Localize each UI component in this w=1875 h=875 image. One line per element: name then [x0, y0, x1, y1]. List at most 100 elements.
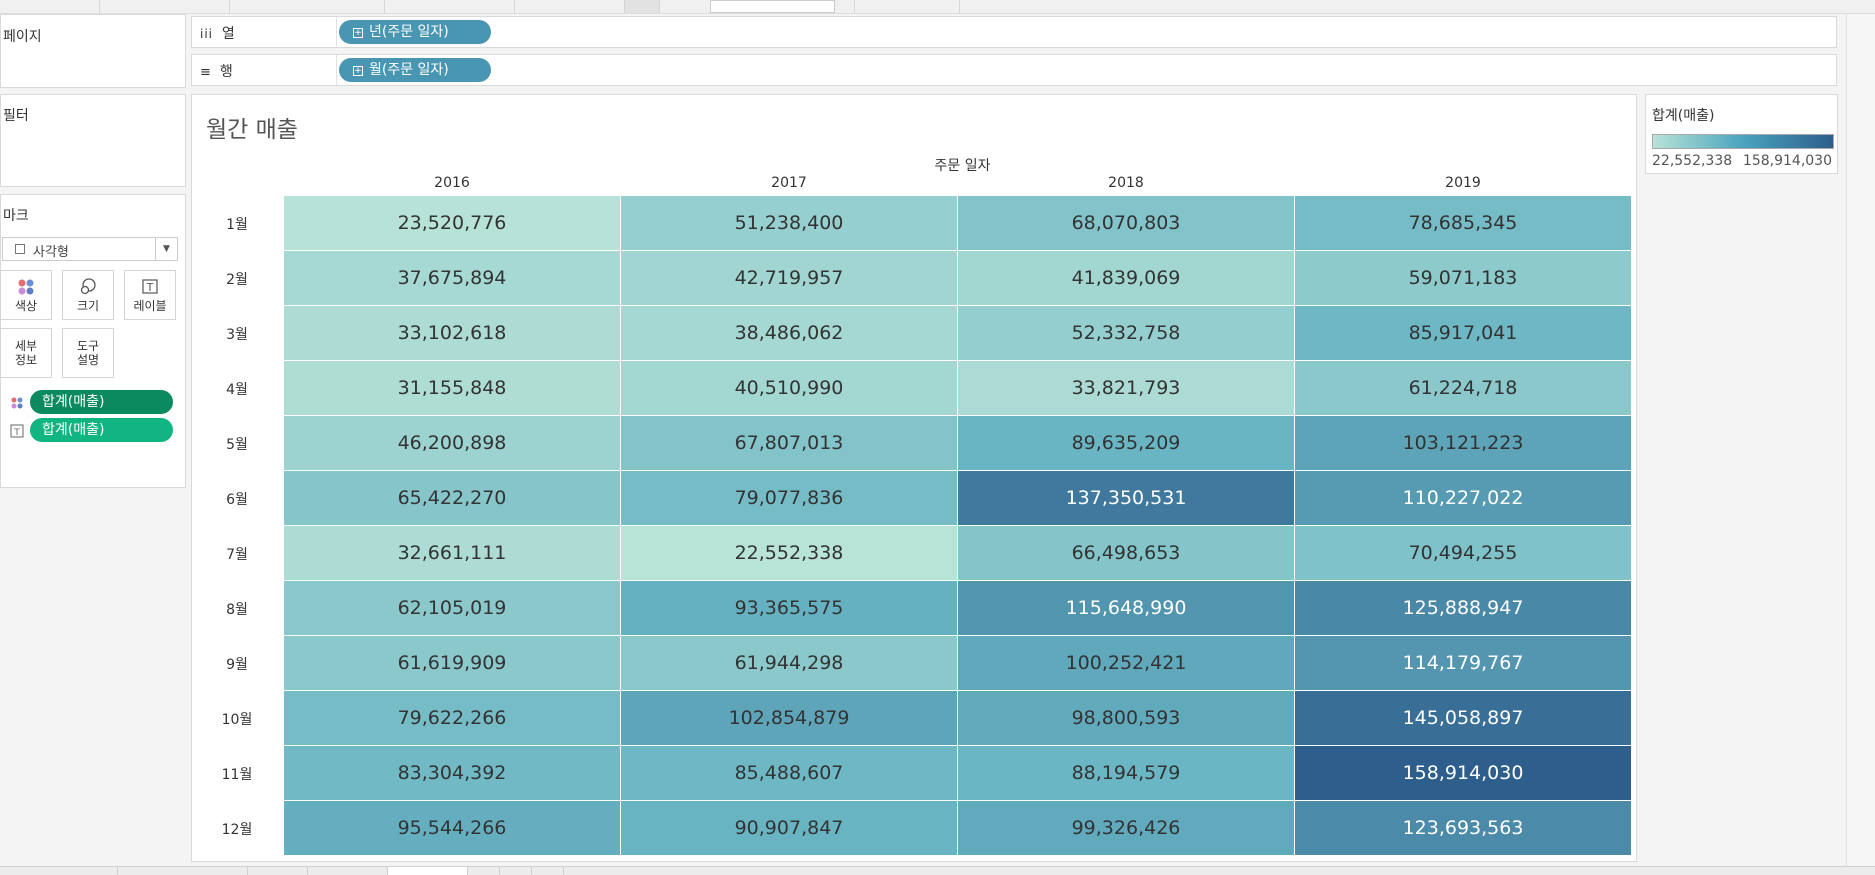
marks-label-button[interactable]: T 레이블 — [124, 270, 176, 320]
heatmap-cell[interactable]: 38,486,062 — [621, 306, 957, 360]
new-story-button[interactable] — [532, 867, 564, 875]
row-header-month[interactable]: 2월 — [226, 272, 248, 288]
heatmap-cell[interactable]: 41,839,069 — [958, 251, 1294, 305]
heatmap-cell[interactable]: 65,422,270 — [284, 471, 620, 525]
heatmap-cell[interactable]: 79,077,836 — [621, 471, 957, 525]
heatmap-cell[interactable]: 68,070,803 — [958, 196, 1294, 250]
heatmap-cell[interactable]: 115,648,990 — [958, 581, 1294, 635]
toolbar-segment[interactable] — [625, 0, 660, 13]
month-order-date-pill[interactable]: + 월(주문 일자) — [339, 58, 491, 82]
heatmap-cell[interactable]: 33,821,793 — [958, 361, 1294, 415]
heatmap-cell[interactable]: 137,350,531 — [958, 471, 1294, 525]
new-sheet-button[interactable] — [468, 867, 500, 875]
toolbar-segment[interactable] — [855, 0, 960, 13]
toolbar-dropdown-caret[interactable] — [835, 0, 855, 13]
sheet-tab[interactable] — [118, 867, 248, 875]
toolbar-segment[interactable] — [385, 0, 515, 13]
heatmap-cell[interactable]: 95,544,266 — [284, 801, 620, 855]
heatmap-cell[interactable]: 125,888,947 — [1295, 581, 1631, 635]
sheet-tab-active[interactable] — [388, 867, 468, 875]
heatmap-cell[interactable]: 62,105,019 — [284, 581, 620, 635]
column-header-2019[interactable]: 2019 — [1445, 175, 1481, 191]
heatmap-cell[interactable]: 158,914,030 — [1295, 746, 1631, 800]
marks-tooltip-button[interactable]: 도구 설명 — [62, 328, 114, 378]
column-header-2017[interactable]: 2017 — [771, 175, 807, 191]
heatmap-cell[interactable]: 31,155,848 — [284, 361, 620, 415]
row-header-month[interactable]: 12월 — [221, 822, 253, 838]
chevron-down-icon[interactable]: ▼ — [155, 238, 177, 260]
heatmap-cell[interactable]: 103,121,223 — [1295, 416, 1631, 470]
heatmap-cell[interactable]: 61,944,298 — [621, 636, 957, 690]
heatmap-cell[interactable]: 85,917,041 — [1295, 306, 1631, 360]
column-header-2016[interactable]: 2016 — [434, 175, 470, 191]
heatmap-cell[interactable]: 51,238,400 — [621, 196, 957, 250]
heatmap-cell[interactable]: 98,800,593 — [958, 691, 1294, 745]
heatmap-cell[interactable]: 93,365,575 — [621, 581, 957, 635]
heatmap-cell[interactable]: 61,224,718 — [1295, 361, 1631, 415]
heatmap-cell[interactable]: 89,635,209 — [958, 416, 1294, 470]
columns-shelf[interactable]: iii 열 + 년(주문 일자) — [191, 16, 1837, 48]
expand-plus-icon[interactable]: + — [353, 66, 363, 76]
heatmap-cell[interactable]: 100,252,421 — [958, 636, 1294, 690]
heatmap-cell[interactable]: 67,807,013 — [621, 416, 957, 470]
label-field-pill[interactable]: 합계(매출) — [30, 418, 173, 442]
heatmap-cell[interactable]: 32,661,111 — [284, 526, 620, 580]
row-header-month[interactable]: 11월 — [221, 767, 253, 783]
toolbar-segment[interactable] — [230, 0, 385, 13]
heatmap-cell[interactable]: 61,619,909 — [284, 636, 620, 690]
row-header-month[interactable]: 6월 — [226, 492, 248, 508]
heatmap-cell[interactable]: 110,227,022 — [1295, 471, 1631, 525]
heatmap-cell[interactable]: 88,194,579 — [958, 746, 1294, 800]
heatmap-cell[interactable]: 66,498,653 — [958, 526, 1294, 580]
row-header-month[interactable]: 7월 — [226, 547, 248, 563]
heatmap-cell[interactable]: 70,494,255 — [1295, 526, 1631, 580]
year-order-date-pill[interactable]: + 년(주문 일자) — [339, 20, 491, 44]
mark-type-select[interactable]: 사각형 ▼ — [2, 237, 178, 261]
heatmap-cell[interactable]: 79,622,266 — [284, 691, 620, 745]
heatmap-cell[interactable]: 59,071,183 — [1295, 251, 1631, 305]
toolbar-dropdown[interactable] — [710, 0, 835, 13]
sheet-tab[interactable] — [248, 867, 308, 875]
heatmap-cell[interactable]: 22,552,338 — [621, 526, 957, 580]
column-header-2018[interactable]: 2018 — [1108, 175, 1144, 191]
pages-card[interactable]: 페이지 — [0, 14, 186, 88]
heatmap-cell[interactable]: 46,200,898 — [284, 416, 620, 470]
marks-detail-button[interactable]: 세부 정보 — [0, 328, 52, 378]
heatmap-cell[interactable]: 102,854,879 — [621, 691, 957, 745]
heatmap-cell[interactable]: 85,488,607 — [621, 746, 957, 800]
heatmap-cell[interactable]: 90,907,847 — [621, 801, 957, 855]
sheet-tab[interactable] — [0, 867, 118, 875]
heatmap-cell[interactable]: 33,102,618 — [284, 306, 620, 360]
color-legend[interactable]: 합계(매출) 22,552,338 158,914,030 — [1645, 94, 1838, 174]
filters-card[interactable]: 필터 — [0, 94, 186, 187]
marks-color-button[interactable]: 색상 — [0, 270, 52, 320]
row-header-month[interactable]: 5월 — [226, 437, 248, 453]
new-dashboard-button[interactable] — [500, 867, 532, 875]
color-field-pill[interactable]: 합계(매출) — [30, 390, 173, 414]
toolbar-segment[interactable] — [515, 0, 625, 13]
heatmap-cell[interactable]: 114,179,767 — [1295, 636, 1631, 690]
row-header-month[interactable]: 8월 — [226, 602, 248, 618]
row-header-month[interactable]: 9월 — [226, 657, 248, 673]
row-header-month[interactable]: 10월 — [221, 712, 253, 728]
sheet-tab[interactable] — [308, 867, 388, 875]
heatmap-cell[interactable]: 78,685,345 — [1295, 196, 1631, 250]
heatmap-cell[interactable]: 52,332,758 — [958, 306, 1294, 360]
marks-size-button[interactable]: 크기 — [62, 270, 114, 320]
rows-shelf[interactable]: ≡ 행 + 월(주문 일자) — [191, 54, 1837, 86]
heatmap-cell[interactable]: 40,510,990 — [621, 361, 957, 415]
row-header-month[interactable]: 1월 — [226, 217, 248, 233]
expand-plus-icon[interactable]: + — [353, 28, 363, 38]
row-header-month[interactable]: 3월 — [226, 327, 248, 343]
toolbar-segment[interactable] — [0, 0, 100, 13]
heatmap-cell[interactable]: 23,520,776 — [284, 196, 620, 250]
vertical-scrollbar[interactable] — [1846, 14, 1875, 866]
heatmap-cell[interactable]: 99,326,426 — [958, 801, 1294, 855]
toolbar-segment[interactable] — [100, 0, 230, 13]
heatmap-cell[interactable]: 83,304,392 — [284, 746, 620, 800]
heatmap-cell[interactable]: 42,719,957 — [621, 251, 957, 305]
heatmap-cell[interactable]: 37,675,894 — [284, 251, 620, 305]
heatmap-cell[interactable]: 145,058,897 — [1295, 691, 1631, 745]
row-header-month[interactable]: 4월 — [226, 382, 248, 398]
heatmap-cell[interactable]: 123,693,563 — [1295, 801, 1631, 855]
